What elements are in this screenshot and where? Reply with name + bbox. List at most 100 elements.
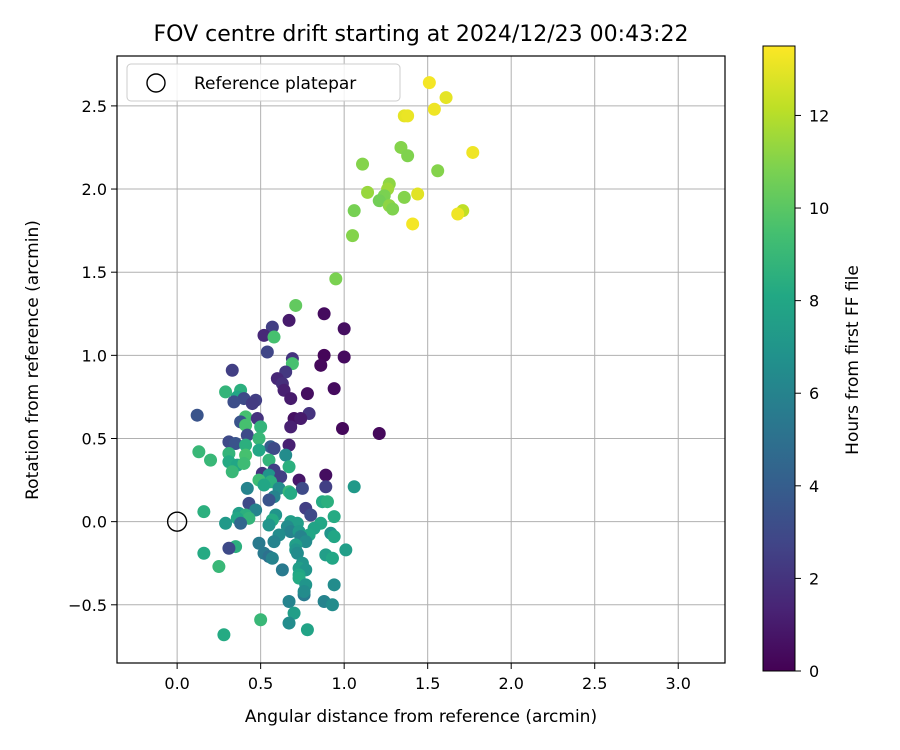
x-tick-label: 1.0 <box>331 674 356 693</box>
scatter-point <box>319 468 333 482</box>
scatter-point <box>320 495 334 509</box>
scatter-point <box>275 563 289 577</box>
scatter-point <box>304 508 318 522</box>
legend: Reference platepar <box>126 63 401 102</box>
scatter-point <box>337 350 351 364</box>
scatter-point <box>346 229 360 243</box>
scatter-point <box>229 436 243 450</box>
scatter-point <box>245 397 259 411</box>
scatter-point <box>289 298 303 312</box>
scatter-point <box>294 412 308 426</box>
scatter-point <box>212 560 226 574</box>
scatter-point <box>225 465 239 479</box>
scatter-point <box>219 516 233 530</box>
colorbar-ticks: 0 2 4 6 8 10 12 <box>795 106 829 681</box>
scatter-point <box>439 91 453 105</box>
scatter-point <box>327 510 341 524</box>
scatter-point <box>317 307 331 321</box>
x-tick-label: 0.5 <box>248 674 273 693</box>
scatter-point <box>466 145 480 159</box>
scatter-point <box>282 313 296 327</box>
scatter-point <box>300 623 314 637</box>
scatter-point <box>204 453 218 467</box>
scatter-point <box>239 418 253 432</box>
scatter-point <box>217 628 231 642</box>
scatter-point <box>300 387 314 401</box>
scatter-point <box>329 272 343 286</box>
scatter-point <box>234 516 248 530</box>
scatter-point <box>327 578 341 592</box>
y-tick-label: 2.5 <box>82 97 107 116</box>
scatter-point <box>339 543 353 557</box>
scatter-point <box>265 551 279 565</box>
scatter-point <box>347 204 361 218</box>
scatter-point <box>372 194 386 208</box>
scatter-point <box>335 422 349 436</box>
scatter-point <box>267 535 281 549</box>
scatter-point <box>227 395 241 409</box>
scatter-point <box>314 358 328 372</box>
scatter-point <box>319 480 333 494</box>
scatter-point <box>197 505 211 519</box>
scatter-point <box>257 328 271 342</box>
scatter-point <box>406 217 420 231</box>
x-tick-label: 2.0 <box>498 674 523 693</box>
colorbar-gradient <box>762 45 796 672</box>
scatter-point <box>282 594 296 608</box>
colorbar-tick-label: 12 <box>809 106 829 125</box>
scatter-point <box>274 470 288 484</box>
scatter-point <box>222 541 236 555</box>
scatter-point <box>401 149 415 163</box>
reference-marker <box>166 511 188 532</box>
scatter-point <box>386 202 400 216</box>
scatter-point <box>239 438 253 452</box>
scatter-point <box>327 530 341 544</box>
chart-title: FOV centre drift starting at 2024/12/23 … <box>154 22 689 47</box>
y-axis-ticks: −0.5 0.0 0.5 1.0 1.5 2.0 2.5 <box>68 97 117 615</box>
gridlines <box>117 56 725 663</box>
x-tick-label: 0.0 <box>164 674 189 693</box>
scatter-point <box>254 613 268 627</box>
x-tick-label: 3.0 <box>666 674 691 693</box>
y-tick-label: 0.0 <box>82 513 107 532</box>
scatter-point <box>411 187 425 201</box>
scatter-point <box>401 109 415 123</box>
plot-frame <box>116 55 726 664</box>
colorbar-tick-label: 4 <box>809 477 819 496</box>
legend-label: Reference platepar <box>194 74 356 94</box>
colorbar-tick-label: 6 <box>809 384 819 403</box>
scatter-point <box>284 420 298 434</box>
scatter-point <box>219 385 233 399</box>
scatter-point <box>299 535 313 549</box>
scatter-point <box>225 363 239 377</box>
scatter-point <box>317 348 331 362</box>
colorbar-tick-label: 8 <box>809 292 819 311</box>
scatter-point <box>240 428 254 442</box>
reference-point <box>166 511 188 532</box>
data-points <box>190 76 480 642</box>
scatter-point <box>262 453 276 467</box>
scatter-point <box>347 480 361 494</box>
scatter-point <box>284 392 298 406</box>
scatter-point <box>431 164 445 178</box>
scatter-point <box>397 190 411 204</box>
scatter-point <box>190 408 204 422</box>
colorbar: 0 2 4 6 8 10 12 Hours from first FF file <box>762 45 863 681</box>
scatter-point <box>252 431 266 445</box>
scatter-point <box>265 320 279 334</box>
legend-reference-marker <box>146 73 166 93</box>
scatter-point <box>295 481 309 495</box>
scatter-point <box>287 606 301 620</box>
scatter-point <box>372 427 386 441</box>
scatter-point <box>267 330 281 344</box>
x-tick-label: 1.5 <box>415 674 440 693</box>
scatter-point <box>257 478 271 492</box>
y-axis-label: Rotation from reference (arcmin) <box>23 220 43 500</box>
scatter-point <box>337 322 351 336</box>
legend-box <box>126 63 401 102</box>
scatter-point <box>252 443 266 457</box>
scatter-point <box>427 102 441 116</box>
scatter-point <box>282 616 296 630</box>
scatter-point <box>240 481 254 495</box>
